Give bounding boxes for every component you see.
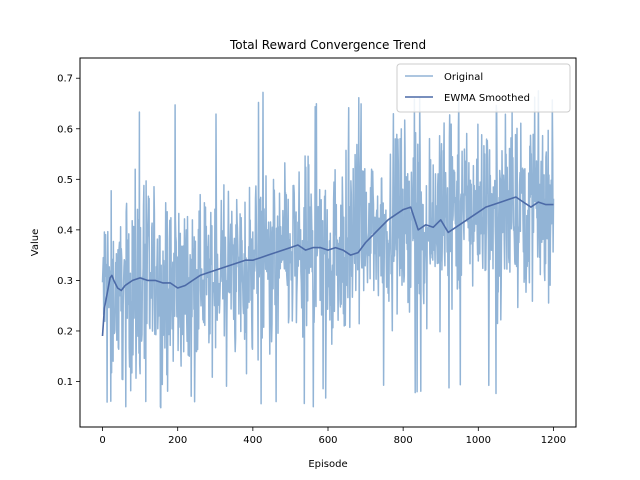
axes-frame [79,57,577,428]
x-tick: 200 [168,427,187,446]
y-tick: 0.5 [57,175,80,186]
y-tick: 0.7 [57,74,80,85]
legend-label-original: Original [444,72,483,83]
x-tick-label: 400 [243,435,262,446]
legend: Original EWMA Smoothed [396,63,571,113]
x-tick: 800 [394,427,413,446]
legend-label-ewma: EWMA Smoothed [444,93,530,104]
y-axis-label: Value [30,229,41,256]
series-ewma-line [101,196,554,337]
y-tick-label: 0.1 [57,377,73,388]
legend-box [396,63,571,113]
x-tick: 0 [99,427,106,446]
x-tick-label: 1000 [466,435,491,446]
y-tick: 0.3 [57,276,80,287]
plot-area [101,90,555,409]
y-tick-label: 0.7 [57,74,73,85]
x-tick: 1200 [541,427,566,446]
y-tick: 0.4 [57,225,80,236]
y-tick: 0.1 [57,377,80,388]
x-tick-label: 600 [318,435,337,446]
x-tick-label: 0 [99,435,105,446]
x-tick-label: 200 [168,435,187,446]
x-tick: 400 [243,427,262,446]
x-tick: 1000 [466,427,491,446]
y-tick-label: 0.5 [57,175,73,186]
y-axis-ticks: 0.1 0.2 0.3 0.4 0.5 0.6 0.7 [57,74,80,388]
x-tick: 600 [318,427,338,446]
chart-title: Total Reward Convergence Trend [229,38,426,52]
x-tick-label: 800 [394,435,413,446]
x-axis-label: Episode [308,459,347,470]
x-tick-label: 1200 [541,435,566,446]
y-tick-label: 0.6 [57,124,73,135]
y-tick: 0.6 [57,124,80,135]
y-tick-label: 0.2 [57,326,73,337]
y-tick-label: 0.3 [57,276,73,287]
series-original-line [101,90,555,409]
y-tick: 0.2 [57,326,80,337]
y-tick-label: 0.4 [57,225,73,236]
x-axis-ticks: 0 200 400 600 800 1000 1200 [99,427,566,446]
